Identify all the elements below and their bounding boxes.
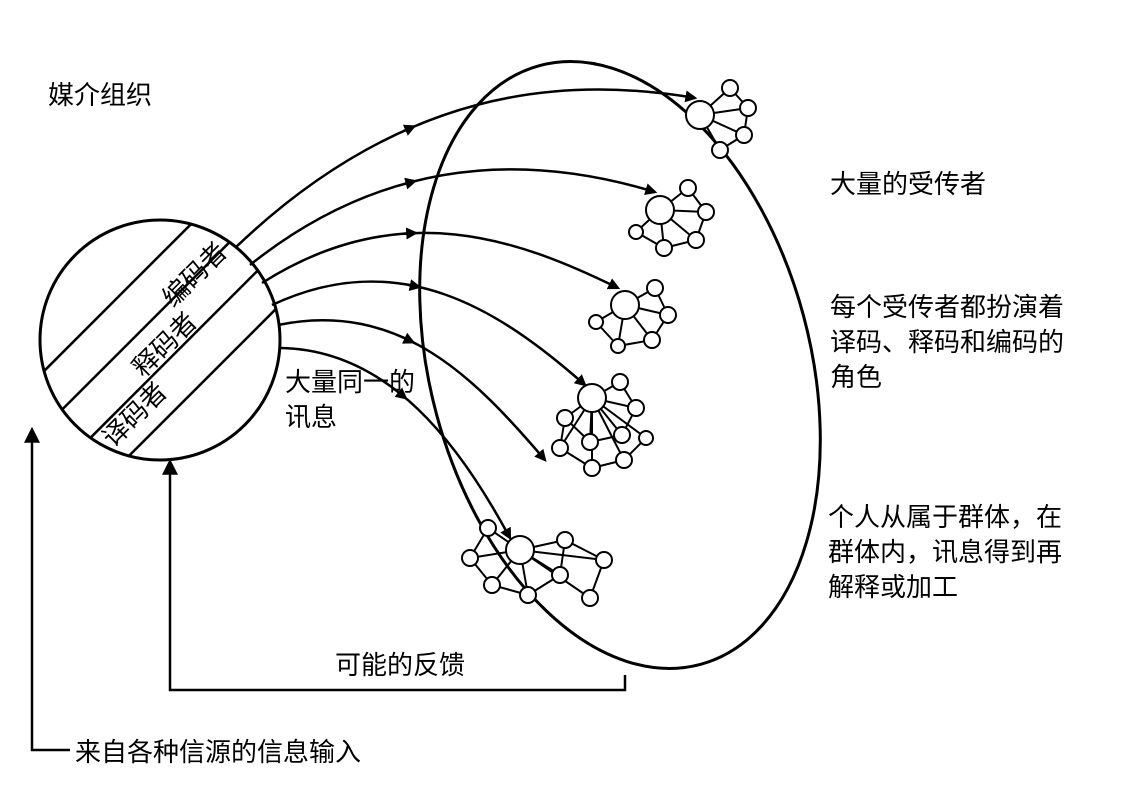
cluster-sat-node: [484, 577, 500, 593]
label-media-org: 媒介组织: [48, 78, 152, 113]
cluster-sat-node: [612, 374, 628, 390]
cluster-sat-node: [614, 427, 630, 443]
cluster-sat-node: [596, 552, 612, 568]
cluster-sat-node: [722, 80, 738, 96]
cluster-sat-node: [582, 590, 598, 606]
receiver-cluster: [589, 280, 676, 353]
cluster-sat-node: [656, 240, 672, 256]
label-groups: 个人从属于群体，在 群体内，讯息得到再 解释或加工: [828, 500, 1062, 605]
message-flow-curve: [262, 233, 618, 288]
message-flow-curve: [235, 89, 695, 248]
cluster-sat-node: [698, 204, 714, 220]
cluster-sat-node: [520, 587, 536, 603]
label-receiver-roles: 每个受传者都扮演着 译码、释码和编码的 角色: [830, 290, 1064, 395]
cluster-sat-node: [616, 452, 632, 468]
cluster-sat-node: [584, 460, 600, 476]
cluster-sat-node: [628, 400, 644, 416]
cluster-hub-node: [646, 196, 674, 224]
message-flow-arrow-mid: [403, 181, 415, 184]
cluster-sat-node: [582, 434, 598, 450]
cluster-sat-node: [647, 280, 663, 296]
cluster-hub-node: [611, 291, 639, 319]
label-receivers: 大量的受传者: [830, 167, 986, 202]
receiver-cluster: [686, 80, 756, 158]
cluster-sat-node: [480, 520, 496, 536]
cluster-sat-node: [557, 410, 573, 426]
cluster-sat-node: [629, 225, 643, 239]
cluster-hub-node: [578, 384, 606, 412]
label-input-sources: 来自各种信源的信息输入: [75, 735, 361, 770]
label-feedback: 可能的反馈: [335, 648, 465, 683]
cluster-hub-node: [506, 536, 534, 564]
cluster-sat-node: [552, 567, 568, 583]
label-mass-messages: 大量同一的 讯息: [285, 365, 415, 435]
receiver-cluster: [552, 374, 653, 476]
message-flow-arrow-mid: [403, 126, 414, 131]
cluster-sat-node: [639, 431, 653, 445]
cluster-sat-node: [680, 180, 696, 196]
cluster-sat-node: [644, 332, 660, 348]
cluster-sat-node: [462, 550, 478, 566]
cluster-hub-node: [686, 101, 714, 129]
message-flow-arrow-mid: [407, 285, 419, 287]
receiver-cluster: [629, 180, 714, 256]
input-path: [32, 430, 70, 750]
audience-ellipse: [356, 16, 884, 713]
message-flow-arrow-mid: [404, 233, 416, 234]
cluster-sat-node: [611, 339, 625, 353]
cluster-sat-node: [712, 142, 728, 158]
cluster-sat-node: [552, 440, 568, 456]
receiver-cluster: [462, 520, 612, 606]
cluster-sat-node: [736, 127, 752, 143]
message-flow-arrow-mid: [402, 337, 413, 342]
cluster-sat-node: [660, 307, 676, 323]
cluster-sat-node: [557, 532, 573, 548]
cluster-sat-node: [589, 315, 603, 329]
cluster-sat-node: [688, 232, 704, 248]
cluster-sat-node: [740, 100, 756, 116]
